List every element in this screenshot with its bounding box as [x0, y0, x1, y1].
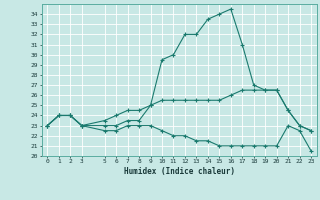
X-axis label: Humidex (Indice chaleur): Humidex (Indice chaleur)	[124, 167, 235, 176]
